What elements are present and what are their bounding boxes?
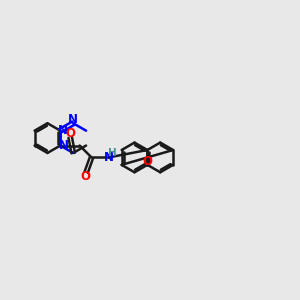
Text: N: N — [104, 151, 114, 164]
Text: O: O — [81, 170, 91, 183]
Text: N: N — [58, 124, 68, 137]
Text: O: O — [142, 155, 152, 168]
Text: O: O — [65, 127, 75, 140]
Text: N: N — [68, 113, 78, 126]
Text: N: N — [59, 139, 69, 152]
Text: H: H — [108, 148, 117, 158]
